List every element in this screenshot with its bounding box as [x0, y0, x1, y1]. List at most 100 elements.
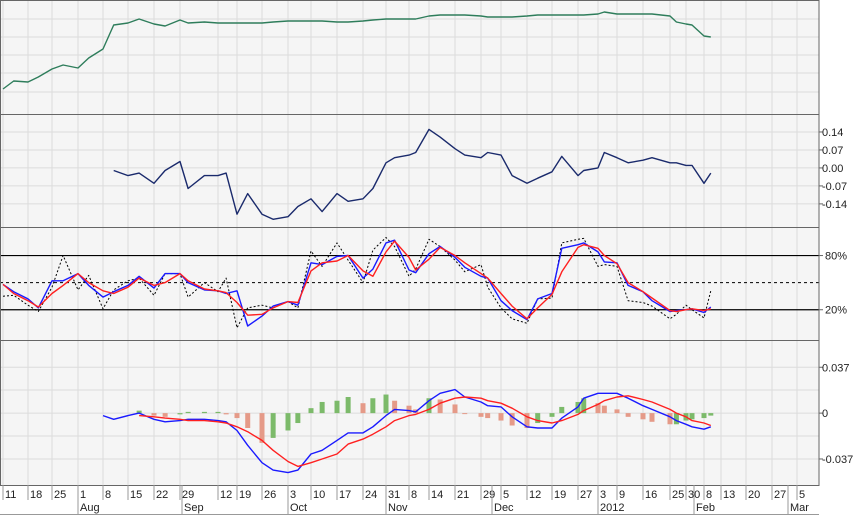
y-tick-label: -0.07 — [822, 181, 847, 193]
histogram-bar — [383, 394, 389, 414]
x-month-label: Oct — [290, 502, 307, 514]
histogram-bar — [234, 413, 240, 419]
histogram-bar — [426, 398, 432, 414]
x-tick-label: 8 — [706, 489, 712, 501]
histogram-bar — [614, 409, 620, 414]
x-tick-label: 20 — [748, 489, 760, 501]
x-month-label: Mar — [790, 502, 809, 514]
histogram-bar — [649, 413, 655, 422]
x-tick-label: 18 — [30, 489, 42, 501]
histogram-bar — [151, 413, 157, 416]
x-tick-label: 14 — [431, 489, 443, 501]
histogram-bar — [406, 405, 412, 414]
x-tick-label: 11 — [5, 489, 16, 501]
histogram-bar — [640, 413, 646, 420]
x-tick-label: 29 — [182, 489, 194, 501]
histogram-bar — [201, 411, 207, 414]
histogram-bar — [308, 408, 314, 414]
histogram-bar — [601, 405, 607, 414]
x-tick-label: 16 — [645, 489, 657, 501]
x-tick-label: 5 — [799, 489, 805, 501]
x-tick-label: 3 — [290, 489, 296, 501]
histogram-bar — [462, 413, 468, 415]
y-tick-label: 0 — [822, 408, 828, 420]
panel-macd: 0.037 0 -0.037 — [0, 340, 853, 486]
x-tick-label: 19 — [554, 489, 566, 501]
x-tick-label: 21 — [457, 489, 469, 501]
x-tick-label: 27 — [580, 489, 592, 501]
x-tick-label: 12 — [529, 489, 541, 501]
histogram-bar — [437, 399, 443, 414]
x-tick-label: 5 — [503, 489, 509, 501]
histogram-bar — [185, 411, 191, 414]
x-tick-label: 8 — [105, 489, 111, 501]
panel-border — [0, 340, 820, 486]
y-tick-label: 0.00 — [822, 163, 843, 175]
x-tick-label: 12 — [220, 489, 232, 501]
histogram-bar — [177, 413, 183, 415]
x-month-label: Aug — [80, 502, 100, 514]
histogram-bar — [285, 413, 291, 431]
histogram-bar — [673, 413, 679, 425]
histogram-bar — [485, 413, 491, 419]
histogram-bar — [345, 397, 351, 414]
y-tick-label: 0.037 — [822, 362, 850, 374]
x-tick-label: 19 — [239, 489, 251, 501]
series-line — [113, 128, 712, 220]
x-month-label: 2012 — [600, 502, 624, 514]
histogram-bar — [223, 413, 229, 415]
histogram-bar — [360, 403, 366, 414]
x-tick-label: 1 — [80, 489, 86, 501]
histogram-bar — [370, 398, 376, 414]
histogram-bar — [162, 413, 168, 417]
histogram-bar — [245, 413, 251, 428]
panel-momentum: 0.14 0.07 0.00 -0.07 -0.14 — [0, 114, 847, 228]
histogram-bar — [509, 413, 515, 426]
y-tick-label: -0.14 — [822, 199, 847, 211]
x-month-label: Dec — [494, 502, 514, 514]
series-line — [2, 239, 712, 327]
series-line — [2, 240, 711, 320]
x-tick-label: 13 — [723, 489, 735, 501]
y-tick-label: 0.14 — [822, 127, 843, 139]
x-tick-label: 26 — [264, 489, 276, 501]
x-tick-label: 31 — [388, 489, 400, 501]
histogram-bar — [136, 410, 142, 414]
histogram-bar — [559, 406, 565, 414]
x-month-label: Nov — [388, 502, 408, 514]
histogram-bar — [549, 413, 555, 417]
histogram-bar — [452, 404, 458, 414]
x-tick-label: 9 — [619, 489, 625, 501]
series-line — [139, 395, 712, 468]
histogram-bar — [667, 413, 673, 425]
x-month-label: Sep — [184, 502, 204, 514]
histogram-bar — [581, 398, 587, 414]
x-tick-label: 24 — [365, 489, 377, 501]
histogram-bar — [689, 413, 695, 420]
histogram-bar — [319, 401, 325, 414]
histogram-bar — [295, 413, 301, 424]
histogram-bar — [498, 413, 504, 421]
x-month-label: Feb — [696, 502, 715, 514]
histogram-bar — [708, 413, 714, 416]
histogram-bar — [270, 413, 276, 438]
series-line — [2, 237, 712, 329]
x-tick-label: 3 — [600, 489, 606, 501]
x-tick-label: 8 — [411, 489, 417, 501]
histogram-bar — [478, 413, 484, 417]
panel-stochastic: 80% 20% — [0, 227, 847, 341]
x-tick-label: 25 — [672, 489, 684, 501]
histogram-bar — [392, 400, 398, 414]
histogram-bar — [215, 411, 221, 414]
x-tick-label: 22 — [156, 489, 168, 501]
x-tick-label: 10 — [313, 489, 325, 501]
x-tick-label: 25 — [54, 489, 66, 501]
x-axis: 11 18 25 1 8 15 22 29 12 19 26 3 10 17 24 31 8 14 21 29 5 12 1… — [0, 485, 819, 515]
x-tick-label: 27 — [774, 489, 786, 501]
histogram-bar — [701, 413, 707, 419]
y-tick-label: 20% — [825, 305, 847, 317]
series-line — [102, 388, 712, 474]
histogram-bar — [259, 413, 265, 443]
histogram-bar — [524, 413, 530, 428]
